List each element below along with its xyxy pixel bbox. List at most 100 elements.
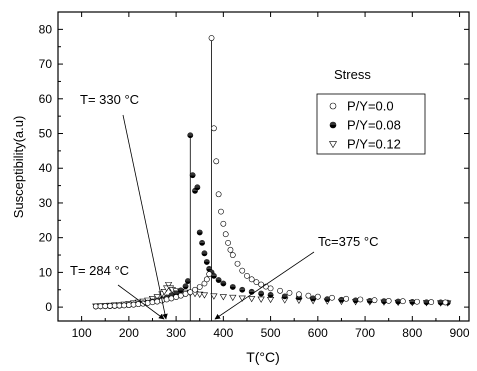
- legend-label: P/Y=0.0: [347, 99, 394, 114]
- plot-frame: [57, 11, 470, 322]
- annotation-arrow: [117, 284, 165, 320]
- y-tick-label: 60: [39, 92, 53, 106]
- data-point: [437, 299, 444, 306]
- x-tick-label: 300: [166, 326, 186, 340]
- annotation-label: T= 330 °C: [80, 92, 139, 107]
- data-point: [238, 295, 246, 302]
- data-point: [234, 260, 241, 267]
- y-tick-label: 80: [39, 22, 53, 36]
- data-point: [227, 246, 234, 253]
- data-point: [187, 132, 194, 139]
- annotations: T= 330 °C T= 284 °C Tc=375 °C: [70, 92, 378, 320]
- data-point: [194, 184, 201, 191]
- data-point: [305, 292, 312, 299]
- legend-marker: [329, 121, 337, 129]
- data-point: [248, 296, 256, 303]
- data-point: [381, 298, 387, 305]
- data-point: [281, 293, 288, 300]
- series-1: [92, 35, 449, 310]
- data-point: [310, 295, 317, 302]
- data-point: [121, 302, 128, 309]
- data-point: [222, 231, 229, 238]
- data-point: [215, 277, 222, 283]
- data-point: [92, 303, 99, 310]
- legend-label: P/Y=0.12: [347, 137, 401, 152]
- data-point: [239, 267, 246, 274]
- data-point: [258, 290, 265, 297]
- legend-label: P/Y=0.08: [347, 118, 401, 133]
- data-point: [200, 292, 209, 299]
- data-point: [423, 299, 430, 306]
- data-point: [196, 284, 203, 290]
- data-point: [286, 289, 293, 296]
- x-tick-label: 500: [261, 326, 281, 340]
- data-point: [215, 191, 222, 198]
- data-point: [296, 291, 302, 298]
- data-point: [324, 296, 331, 303]
- data-point: [210, 272, 217, 279]
- data-point: [189, 172, 196, 179]
- data-point: [203, 259, 210, 265]
- y-tick-label: 50: [39, 127, 53, 141]
- annotation-label: Tc=375 °C: [318, 234, 378, 249]
- y-tick-label: 70: [39, 57, 53, 71]
- annotation-arrow: [214, 251, 315, 320]
- data-point: [248, 288, 255, 295]
- data-point: [442, 299, 449, 306]
- data-point: [164, 282, 173, 289]
- y-axis-label: Susceptibility(a.u): [11, 116, 26, 219]
- data-point: [199, 239, 205, 246]
- legend-title: Stress: [334, 67, 371, 82]
- data-point: [220, 280, 227, 287]
- data-point: [409, 299, 416, 305]
- data-point: [192, 286, 198, 293]
- x-tick-label: 100: [72, 326, 92, 340]
- data-point: [210, 293, 218, 300]
- data-point: [266, 297, 275, 304]
- data-point: [168, 295, 175, 302]
- data-point: [258, 281, 265, 288]
- data-point: [385, 297, 392, 304]
- x-tick-label: 800: [402, 326, 422, 340]
- data-point: [210, 125, 217, 132]
- data-point: [257, 296, 265, 303]
- data-point: [154, 298, 161, 305]
- x-tick-label: 200: [119, 326, 139, 340]
- data-point: [314, 293, 321, 300]
- y-tick-label: 0: [45, 300, 52, 314]
- x-tick-label: 900: [450, 326, 470, 340]
- data-point: [153, 294, 161, 301]
- legend: Stress P/Y=0.0 P/Y=0.08 P/Y=0.12: [316, 67, 426, 155]
- data-point: [187, 289, 194, 296]
- data-point: [177, 292, 184, 299]
- data-point: [220, 220, 227, 227]
- data-point: [97, 303, 104, 310]
- data-point: [203, 276, 210, 283]
- data-point: [196, 291, 204, 298]
- data-point: [395, 298, 402, 305]
- data-point: [218, 208, 224, 215]
- data-point: [135, 301, 142, 308]
- data-point: [130, 301, 137, 308]
- data-point: [125, 302, 132, 308]
- data-point: [219, 294, 227, 301]
- data-point: [102, 303, 109, 309]
- data-point: [160, 289, 168, 296]
- data-point: [244, 272, 250, 279]
- y-tick-label: 30: [39, 196, 53, 210]
- data-point: [229, 294, 237, 302]
- data-point: [163, 296, 170, 303]
- data-point: [267, 292, 274, 298]
- data-point: [357, 296, 364, 303]
- data-point: [277, 287, 283, 294]
- y-tick-label: 40: [39, 161, 53, 175]
- data-point: [366, 297, 373, 304]
- data-point: [253, 279, 260, 286]
- data-point: [343, 295, 350, 302]
- data-point: [248, 276, 255, 283]
- data-point: [371, 297, 378, 304]
- data-point: [414, 298, 420, 305]
- data-point: [206, 271, 213, 278]
- x-tick-label: 700: [355, 326, 375, 340]
- x-tick-label: 600: [308, 326, 328, 340]
